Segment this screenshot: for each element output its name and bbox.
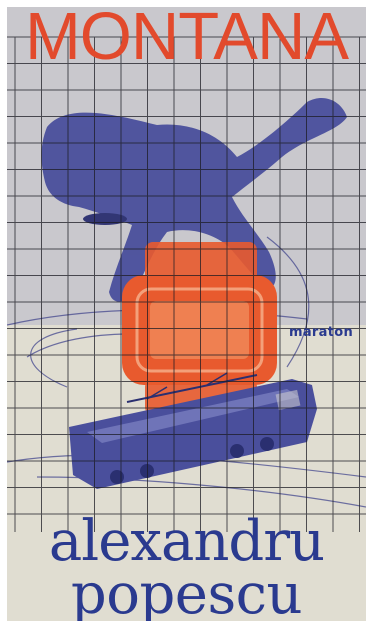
grid-overlay (7, 36, 366, 532)
book-title: MONTANA (24, 7, 349, 74)
cover-artwork (7, 36, 366, 532)
publisher-name: maraton (289, 325, 354, 340)
author-first-name: alexandru (48, 509, 325, 574)
author-last-name: popescu (70, 562, 303, 622)
book-cover: MONTANA maraton alexandru popescu (7, 7, 366, 621)
